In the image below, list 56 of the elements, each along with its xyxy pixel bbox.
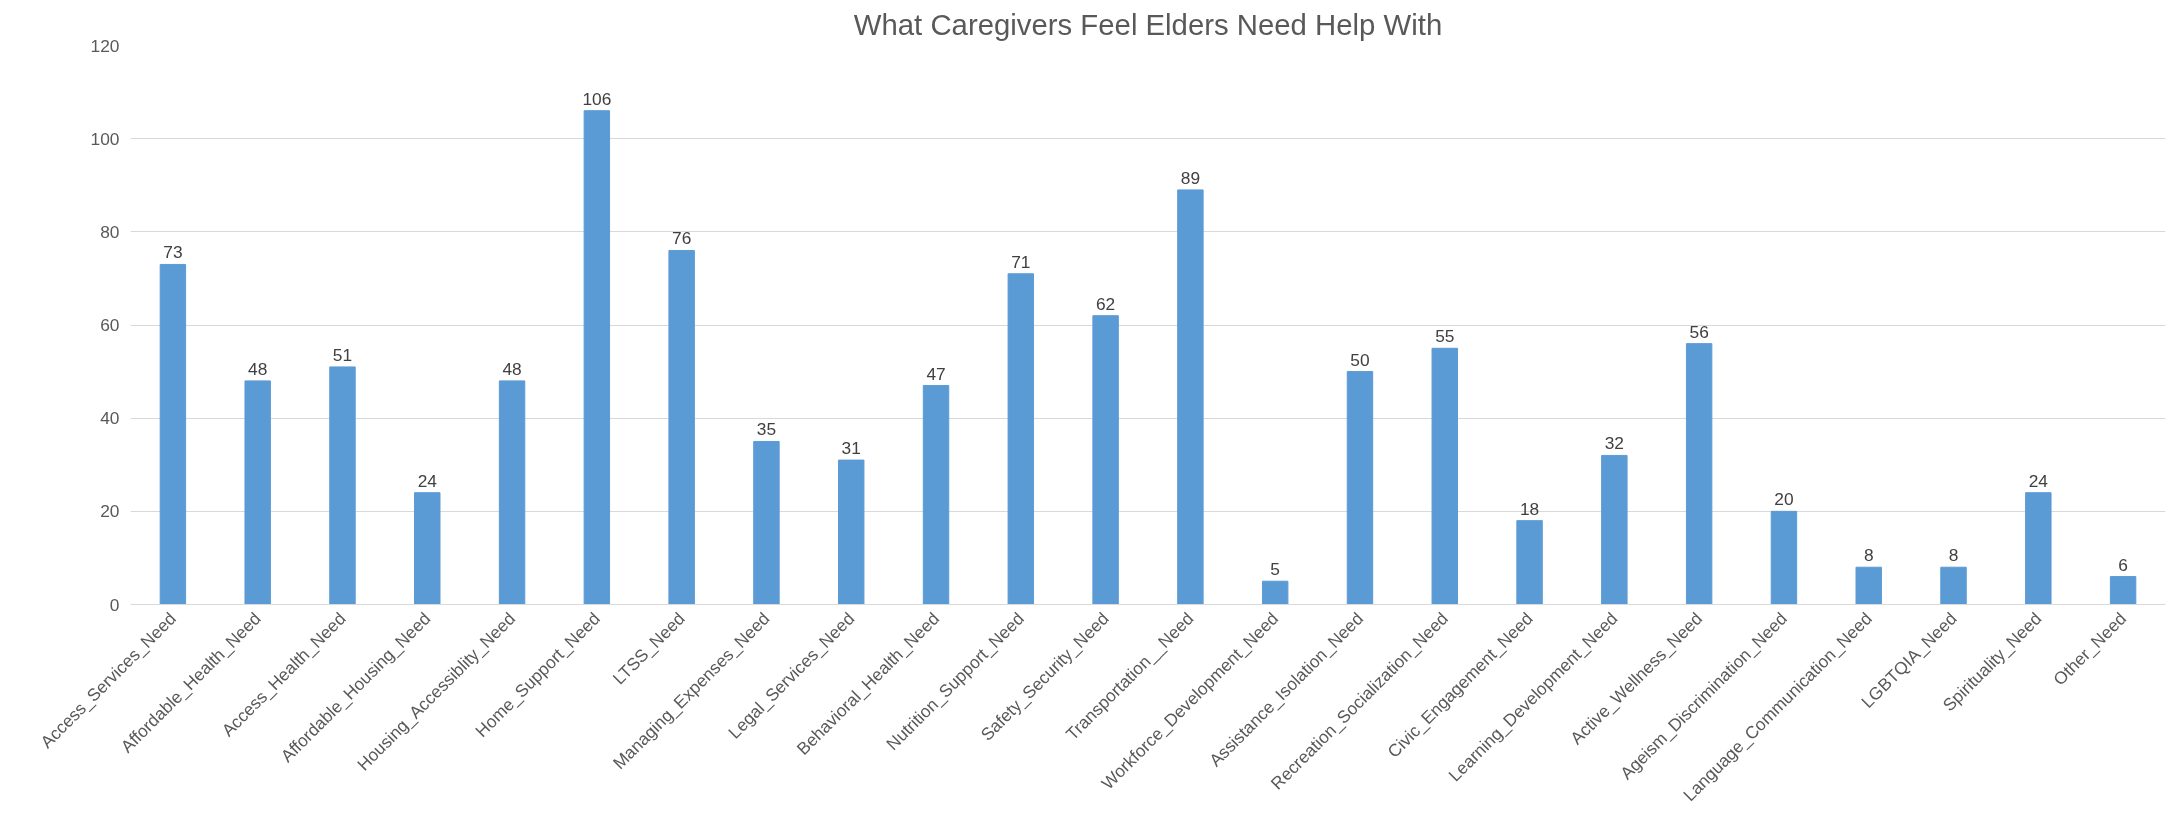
y-tick-label: 20 — [100, 501, 120, 522]
data-label: 89 — [1180, 167, 1201, 188]
bar — [1092, 315, 1119, 605]
bar — [498, 380, 526, 605]
data-label: 50 — [1350, 349, 1370, 370]
bar — [329, 366, 356, 605]
bar — [922, 385, 950, 605]
data-label: 32 — [1604, 433, 1624, 454]
data-label: 55 — [1435, 326, 1455, 347]
y-tick-label: 100 — [90, 128, 120, 149]
bar — [2109, 576, 2137, 605]
data-label: 24 — [2028, 470, 2049, 491]
y-tick-label: 40 — [100, 408, 120, 429]
data-label: 18 — [1519, 498, 1540, 519]
data-label: 73 — [163, 242, 183, 263]
y-tick-label: 0 — [109, 594, 120, 615]
data-label: 48 — [248, 358, 268, 379]
data-label: 71 — [1011, 251, 1031, 272]
data-label: 31 — [841, 438, 861, 459]
bar — [1601, 454, 1628, 605]
data-label: 56 — [1689, 321, 1709, 342]
data-label: 106 — [582, 88, 612, 109]
data-label: 8 — [1863, 545, 1874, 566]
bar — [1516, 520, 1543, 605]
data-label: 6 — [2118, 554, 2128, 575]
bar — [159, 263, 187, 605]
bar — [1261, 580, 1289, 605]
data-label: 20 — [1774, 489, 1794, 510]
bar — [1346, 371, 1374, 605]
y-tick-label: 80 — [100, 221, 120, 242]
bar — [1007, 273, 1035, 605]
data-label: 5 — [1270, 559, 1281, 580]
bar — [668, 249, 695, 605]
bar — [1177, 189, 1204, 605]
bar — [244, 380, 271, 605]
bar — [1855, 566, 1882, 605]
bar — [1431, 347, 1458, 605]
data-label: 48 — [502, 358, 522, 379]
y-tick-label: 60 — [100, 315, 120, 335]
y-tick-label: 120 — [90, 35, 120, 56]
data-label: 8 — [1948, 545, 1959, 566]
bar — [1685, 343, 1713, 605]
data-label: 24 — [417, 470, 438, 491]
data-label: 35 — [756, 419, 777, 440]
data-label: 62 — [1095, 293, 1116, 314]
bar — [1940, 566, 1967, 605]
bar — [2025, 492, 2052, 605]
bar — [414, 492, 441, 605]
bar — [1770, 510, 1798, 605]
bar — [753, 440, 780, 605]
bar — [583, 110, 611, 605]
chart-title: What Caregivers Feel Elders Need Help With — [853, 7, 1443, 41]
data-label: 51 — [332, 344, 353, 365]
data-label: 47 — [926, 363, 946, 384]
bar — [838, 459, 865, 605]
data-label: 76 — [672, 228, 692, 249]
